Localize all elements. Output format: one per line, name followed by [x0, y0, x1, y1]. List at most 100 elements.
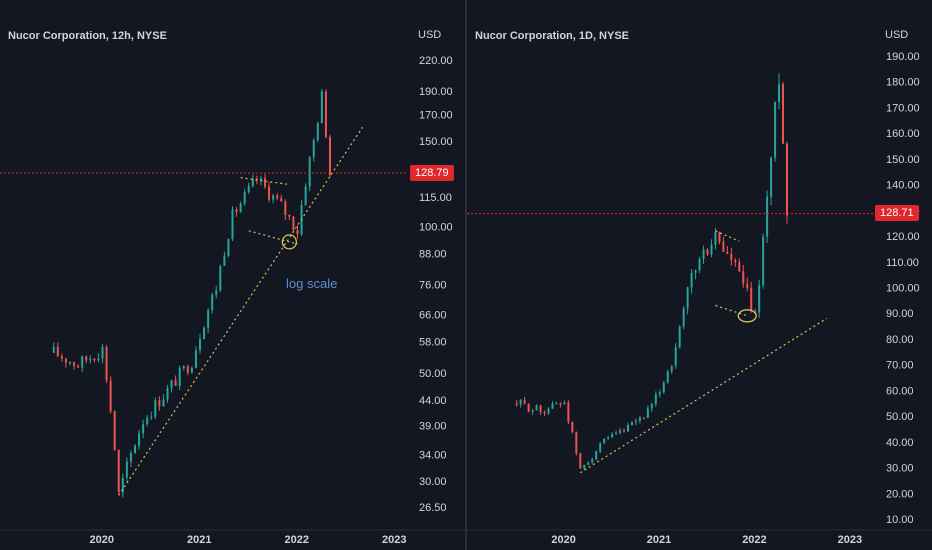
candle-body: [174, 380, 177, 386]
candle-body: [650, 404, 653, 409]
candle-body: [642, 417, 645, 419]
candle-body: [706, 249, 709, 255]
candle-body: [52, 347, 55, 353]
y-tick-label: 115.00: [419, 192, 452, 204]
y-tick-label: 88.00: [419, 249, 447, 261]
candle-body: [698, 258, 701, 271]
candle-body: [162, 399, 165, 407]
y-tick-label: 44.00: [419, 395, 447, 407]
candle-body: [551, 403, 554, 409]
candle-body: [654, 394, 657, 405]
candle-body: [519, 399, 522, 405]
trendline: [715, 230, 740, 242]
candle-body: [223, 255, 226, 266]
candle-body: [702, 249, 705, 259]
chart-pane-left[interactable]: 220.00 190.00 170.00 150.00 115.00 100.00 88.0…: [0, 0, 465, 550]
y-tick-label: 220.00: [419, 55, 453, 67]
candle-body: [591, 459, 594, 463]
candle-body: [186, 365, 189, 373]
y-tick-label: 34.00: [419, 449, 447, 461]
candle-body: [215, 290, 218, 295]
chart-canvas-left[interactable]: 220.00 190.00 170.00 150.00 115.00 100.00 88.0…: [0, 0, 465, 550]
y-tick-label: 180.00: [886, 77, 920, 89]
candle-body: [662, 382, 665, 393]
candle-body: [754, 311, 757, 313]
candle-body: [272, 195, 275, 200]
candle-body: [531, 410, 534, 412]
candle-body: [595, 451, 598, 460]
candle-body: [535, 405, 538, 411]
candle-body: [142, 424, 145, 434]
candle-body: [235, 209, 238, 213]
candle-body: [623, 430, 626, 432]
candle-body: [682, 308, 685, 327]
chart-pane-right[interactable]: 190.00180.00170.00160.00150.00140.00130.…: [467, 0, 932, 550]
candle-body: [243, 191, 246, 204]
candle-body: [182, 365, 185, 369]
candle-body: [587, 462, 590, 465]
x-tick-label: 2023: [838, 534, 862, 546]
y-tick-label: 190.00: [886, 51, 920, 63]
candle-body: [280, 198, 283, 202]
candle-body: [194, 350, 197, 368]
last-price-badge-left: 128.79: [410, 165, 454, 181]
y-tick-label: 90.00: [886, 308, 914, 320]
y-tick-label: 30.00: [886, 463, 914, 475]
x-tick-label: 2022: [742, 534, 766, 546]
candle-body: [782, 84, 785, 144]
trendline: [579, 317, 828, 474]
candle-body: [603, 438, 606, 444]
candle-body: [615, 432, 618, 435]
candle-body: [146, 417, 149, 425]
candle-body: [264, 178, 266, 187]
candle-body: [746, 283, 749, 288]
candle-body: [555, 403, 558, 405]
candle-body: [579, 453, 582, 469]
x-tick-label: 2023: [382, 534, 406, 546]
candle-body: [619, 430, 622, 433]
candle-body: [607, 437, 610, 439]
candle-body: [60, 356, 63, 359]
candle-body: [515, 403, 518, 405]
candle-body: [730, 253, 733, 261]
candle-body: [227, 239, 230, 256]
candle-body: [738, 262, 741, 272]
candle-body: [575, 431, 578, 454]
trendline: [240, 177, 290, 186]
candle-body: [722, 241, 725, 252]
candle-body: [674, 347, 677, 366]
pane-divider[interactable]: [465, 0, 467, 550]
trendline: [715, 304, 748, 317]
y-tick-label: 10.00: [886, 514, 914, 526]
y-tick-label: 20.00: [886, 488, 914, 500]
y-tick-label: 150.00: [886, 154, 920, 166]
candle-body: [658, 392, 661, 395]
x-tick-label: 2022: [285, 534, 309, 546]
candle-body: [742, 271, 745, 284]
candle-body: [786, 143, 788, 216]
candle-body: [178, 368, 181, 386]
currency-label-right: USD: [885, 29, 909, 41]
y-tick-label: 30.00: [419, 476, 447, 488]
x-tick-label: 2021: [187, 534, 211, 546]
candle-body: [89, 358, 92, 361]
candle-body: [296, 230, 299, 235]
candle-body: [284, 201, 287, 215]
candle-body: [690, 272, 693, 288]
y-tick-label: 76.00: [419, 279, 447, 291]
candle-body: [288, 214, 291, 217]
candle-body: [247, 185, 250, 192]
y-tick-label: 26.50: [419, 502, 447, 514]
candle-body: [774, 101, 777, 158]
candle-body: [670, 365, 673, 372]
candle-body: [129, 453, 132, 462]
candle-body: [64, 358, 67, 363]
candle-body: [312, 140, 315, 158]
candle-body: [646, 408, 649, 418]
candle-body: [73, 362, 76, 366]
candle-body: [770, 157, 773, 197]
trendline: [118, 126, 364, 496]
candle-body: [150, 416, 153, 418]
chart-canvas-right[interactable]: 190.00180.00170.00160.00150.00140.00130.…: [467, 0, 932, 550]
y-tick-label: 190.00: [419, 86, 453, 98]
